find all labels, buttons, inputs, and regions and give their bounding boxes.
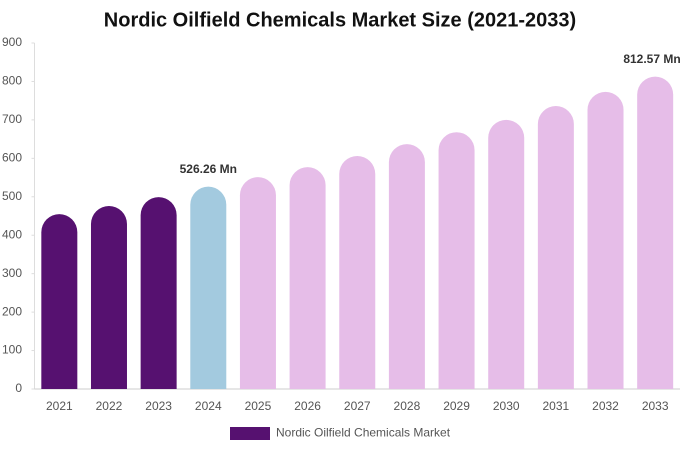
y-tick-label: 100 — [2, 343, 22, 357]
bar — [190, 186, 227, 389]
x-tick-label: 2033 — [642, 399, 669, 413]
chart-title: Nordic Oilfield Chemicals Market Size (2… — [104, 9, 576, 31]
bar — [289, 167, 326, 389]
x-tick-label: 2029 — [443, 399, 470, 413]
legend-swatch — [230, 427, 270, 440]
y-tick-label: 200 — [2, 304, 22, 318]
y-tick-label: 600 — [2, 151, 22, 165]
x-tick-label: 2024 — [195, 399, 222, 413]
y-tick-label: 300 — [2, 266, 22, 280]
x-tick-label: 2030 — [493, 399, 520, 413]
bar — [438, 132, 475, 390]
bar — [388, 144, 425, 389]
y-tick-label: 0 — [15, 381, 22, 395]
x-tick-label: 2021 — [46, 399, 73, 413]
x-tick-label: 2026 — [294, 399, 321, 413]
x-tick-label: 2025 — [245, 399, 272, 413]
legend-label: Nordic Oilfield Chemicals Market — [276, 426, 451, 440]
bar — [537, 106, 574, 389]
bar — [339, 156, 376, 389]
y-tick-label: 900 — [2, 35, 22, 49]
bar — [637, 76, 674, 390]
x-tick-label: 2027 — [344, 399, 371, 413]
bar — [488, 119, 525, 389]
y-tick-label: 500 — [2, 189, 22, 203]
bar — [587, 91, 624, 389]
x-tick-label: 2022 — [96, 399, 123, 413]
x-tick-label: 2032 — [592, 399, 619, 413]
y-tick-label: 800 — [2, 74, 22, 88]
x-tick-label: 2028 — [394, 399, 421, 413]
bar — [239, 177, 276, 389]
bar — [41, 214, 78, 389]
x-tick-label: 2031 — [543, 399, 570, 413]
data-label: 526.26 Mn — [180, 162, 237, 176]
x-tick-label: 2023 — [145, 399, 172, 413]
bar — [140, 197, 177, 389]
y-tick-label: 400 — [2, 227, 22, 241]
data-label: 812.57 Mn — [623, 52, 680, 66]
bar — [90, 206, 127, 389]
y-tick-label: 700 — [2, 112, 22, 126]
